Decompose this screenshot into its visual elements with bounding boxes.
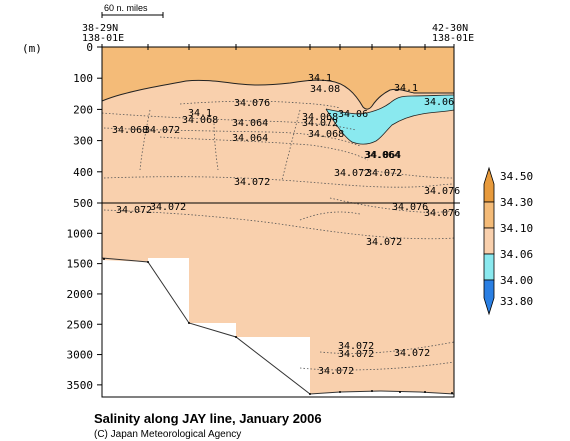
y-tick-label: 300 xyxy=(73,135,93,148)
contour-label: 34.076 xyxy=(424,208,460,219)
salinity-fill-above-34-10 xyxy=(102,47,454,110)
colorbar-segment xyxy=(483,166,495,203)
contour-label: 34.072 xyxy=(338,349,374,360)
y-tick-label: 400 xyxy=(73,166,93,179)
contour-label: 34.072 xyxy=(302,118,338,129)
contour-line-34-06 xyxy=(325,94,455,115)
end-station-lat: 42-30N xyxy=(432,23,468,34)
contour-label: 34.076 xyxy=(234,98,270,109)
plot-frame xyxy=(101,46,455,398)
contour-label: 34.072 xyxy=(338,341,374,352)
bottom-topography xyxy=(102,258,454,397)
scale-label: 60 n. miles xyxy=(104,3,148,13)
contour-label: 34.1 xyxy=(188,108,212,119)
y-tick-label: 1500 xyxy=(67,258,94,271)
contour-line-34-072-d xyxy=(299,211,361,221)
contour-label: 34.064 xyxy=(364,150,400,161)
contour-label: 34.064 xyxy=(232,118,268,129)
contour-label: 34.068 xyxy=(182,115,218,126)
y-tick-label: 500 xyxy=(73,197,93,210)
contour-label: 34.068 xyxy=(302,112,338,123)
colorbar-label: 34.00 xyxy=(500,274,533,287)
contour-label: 34.072 xyxy=(366,237,402,248)
contour-line-vertical-b xyxy=(281,109,301,181)
contour-line-34-076-a xyxy=(359,169,455,179)
contour-line-vertical-c xyxy=(213,119,219,171)
y-tick-label: 3500 xyxy=(67,379,94,392)
contour-label: 34.072 xyxy=(234,177,270,188)
contour-line-34-072-a xyxy=(101,112,357,131)
contour-line-34-068 xyxy=(103,127,361,147)
colorbar-label: 34.06 xyxy=(500,248,533,261)
salinity-fill-below-34-06 xyxy=(326,95,454,145)
y-tick-label: 0 xyxy=(86,41,93,54)
contour-label: 34.068 xyxy=(308,129,344,140)
station-marker xyxy=(309,393,311,395)
contour-line-34-072-b xyxy=(103,176,455,188)
contour-line-34-10 xyxy=(101,79,454,110)
colorbar-label: 33.80 xyxy=(500,295,533,308)
contour-label: 34.06 xyxy=(424,97,454,108)
contour-label: 34.064 xyxy=(232,133,268,144)
contour-label: 34.072 xyxy=(116,205,152,216)
end-station-lon: 138-01E xyxy=(432,33,474,44)
start-station-lon: 138-01E xyxy=(82,33,124,44)
colorbar-segment xyxy=(483,253,495,281)
contour-label: 34.06 xyxy=(338,109,368,120)
y-tick-label: 2000 xyxy=(67,288,94,301)
contour-line-34-072-c xyxy=(103,209,455,240)
colorbar-label: 34.10 xyxy=(500,222,533,235)
colorbar-label: 34.50 xyxy=(500,170,533,183)
contour-label: 34.064 xyxy=(365,150,401,161)
contour-label: 34.072 xyxy=(334,168,370,179)
contour-label: 34.1 xyxy=(394,83,418,94)
station-marker xyxy=(103,258,105,260)
contour-label: 34.072 xyxy=(144,125,180,136)
contour-label: 34.076 xyxy=(392,202,428,213)
contour-label: 34.072 xyxy=(318,366,354,377)
y-tick-label: 100 xyxy=(73,72,93,85)
station-marker xyxy=(451,392,453,394)
station-marker xyxy=(424,391,426,393)
contour-label: 34.08 xyxy=(310,84,340,95)
y-tick-label: 200 xyxy=(73,103,93,116)
contour-label: 34.068 xyxy=(112,125,148,136)
y-axis-label: (m) xyxy=(22,42,42,55)
contour-label: 34.072 xyxy=(394,348,430,359)
colorbar-segment xyxy=(483,279,495,316)
contour-label: 34.1 xyxy=(308,73,332,84)
y-tick-label: 3000 xyxy=(67,349,94,362)
contour-label: 34.072 xyxy=(150,202,186,213)
colorbar-label: 34.30 xyxy=(500,196,533,209)
y-tick-label: 1000 xyxy=(67,227,94,240)
colorbar-segment xyxy=(483,201,495,229)
chart-credit: (C) Japan Meteorological Agency xyxy=(94,429,241,440)
station-marker xyxy=(371,390,373,392)
station-marker xyxy=(147,261,149,263)
contour-line-34-06-lower xyxy=(325,108,455,145)
chart-title: Salinity along JAY line, January 2006 xyxy=(94,411,322,426)
contour-label: 34.076 xyxy=(424,186,460,197)
station-marker xyxy=(399,391,401,393)
station-marker xyxy=(188,322,190,324)
station-marker xyxy=(235,336,237,338)
start-station-lat: 38-29N xyxy=(82,23,118,34)
station-marker xyxy=(339,391,341,393)
contour-line-deep xyxy=(299,361,455,371)
y-tick-label: 2500 xyxy=(67,318,94,331)
contour-label: 34.072 xyxy=(366,168,402,179)
colorbar-segment xyxy=(483,227,495,255)
